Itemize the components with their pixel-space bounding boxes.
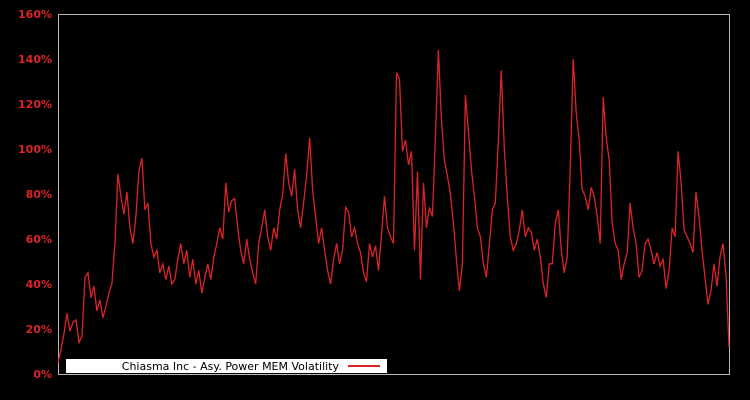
legend-line-sample-icon xyxy=(348,365,380,367)
y-tick-label: 0% xyxy=(33,367,52,381)
y-tick-label: 60% xyxy=(25,232,52,246)
y-tick-label: 80% xyxy=(25,187,52,201)
y-tick-label: 120% xyxy=(18,97,52,111)
legend-box: Chiasma Inc - Asy. Power MEM Volatility xyxy=(66,359,387,373)
y-tick-label: 160% xyxy=(18,7,52,21)
y-tick-label: 40% xyxy=(25,277,52,291)
y-tick-label: 100% xyxy=(18,142,52,156)
plot-frame xyxy=(58,14,730,375)
y-tick-label: 20% xyxy=(25,322,52,336)
volatility-line-series xyxy=(57,49,730,363)
legend-series-label: Chiasma Inc - Asy. Power MEM Volatility xyxy=(121,359,339,373)
y-tick-label: 140% xyxy=(18,52,52,66)
